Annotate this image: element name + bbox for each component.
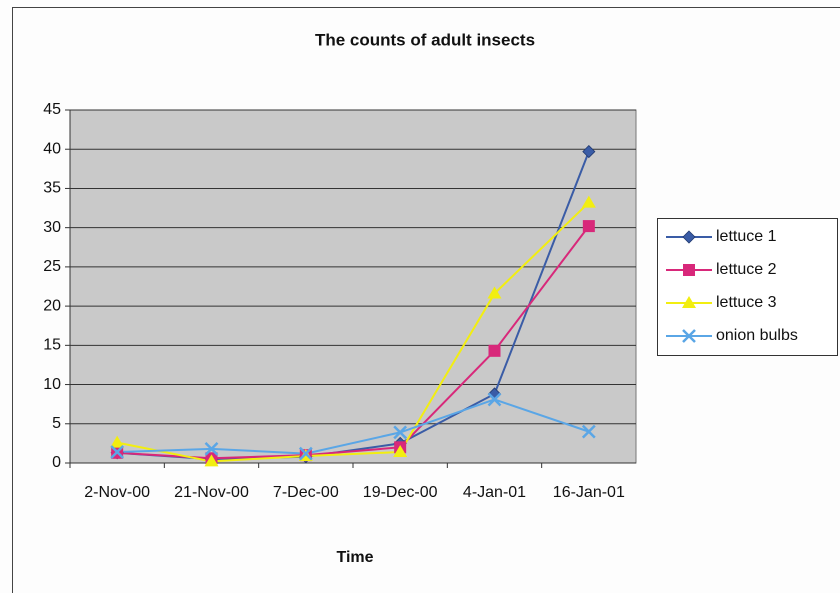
- x-tick-label: 4-Jan-01: [462, 484, 527, 501]
- chart-title: The counts of adult insects: [315, 30, 535, 49]
- x-tick-label: 16-Jan-01: [552, 484, 625, 501]
- y-tick-label: 45: [43, 101, 61, 118]
- x-tick-label: 2-Nov-00: [84, 484, 151, 501]
- y-tick-label: 30: [43, 219, 61, 236]
- marker: [393, 425, 408, 440]
- marker: [487, 392, 502, 407]
- y-tick-label: 5: [52, 415, 61, 432]
- y-tick-label: 40: [43, 140, 61, 157]
- marker: [204, 441, 219, 456]
- marker: [487, 286, 502, 299]
- y-tick-label: 0: [52, 454, 61, 471]
- x-tick-label: 7-Dec-00: [272, 484, 339, 501]
- marker: [204, 454, 219, 467]
- legend-label: onion bulbs: [716, 327, 798, 344]
- y-tick-label: 35: [43, 180, 61, 197]
- legend-marker: [682, 296, 696, 308]
- legend-marker: [683, 264, 695, 276]
- y-tick-label: 15: [43, 337, 61, 354]
- legend-label: lettuce 3: [716, 294, 777, 311]
- marker: [110, 445, 125, 459]
- marker: [110, 435, 125, 448]
- x-axis-title: Time: [336, 549, 373, 566]
- legend-label: lettuce 2: [716, 261, 777, 278]
- marker: [581, 195, 596, 208]
- series-line: [117, 398, 590, 455]
- marker: [298, 446, 313, 461]
- marker: [581, 424, 596, 439]
- legend-marker: [682, 329, 696, 343]
- x-tick-label: 21-Nov-00: [174, 484, 249, 501]
- marker: [488, 344, 501, 357]
- legend-label: lettuce 1: [716, 228, 777, 245]
- series-line: [116, 201, 590, 463]
- y-tick-label: 25: [43, 258, 61, 275]
- legend-marker: [682, 230, 696, 244]
- marker: [582, 145, 596, 159]
- x-tick-label: 19-Dec-00: [362, 484, 438, 501]
- y-tick-label: 20: [43, 297, 61, 314]
- marker: [582, 220, 595, 233]
- plot-area: [69, 109, 637, 464]
- marker: [393, 445, 408, 458]
- y-tick-label: 10: [43, 376, 61, 393]
